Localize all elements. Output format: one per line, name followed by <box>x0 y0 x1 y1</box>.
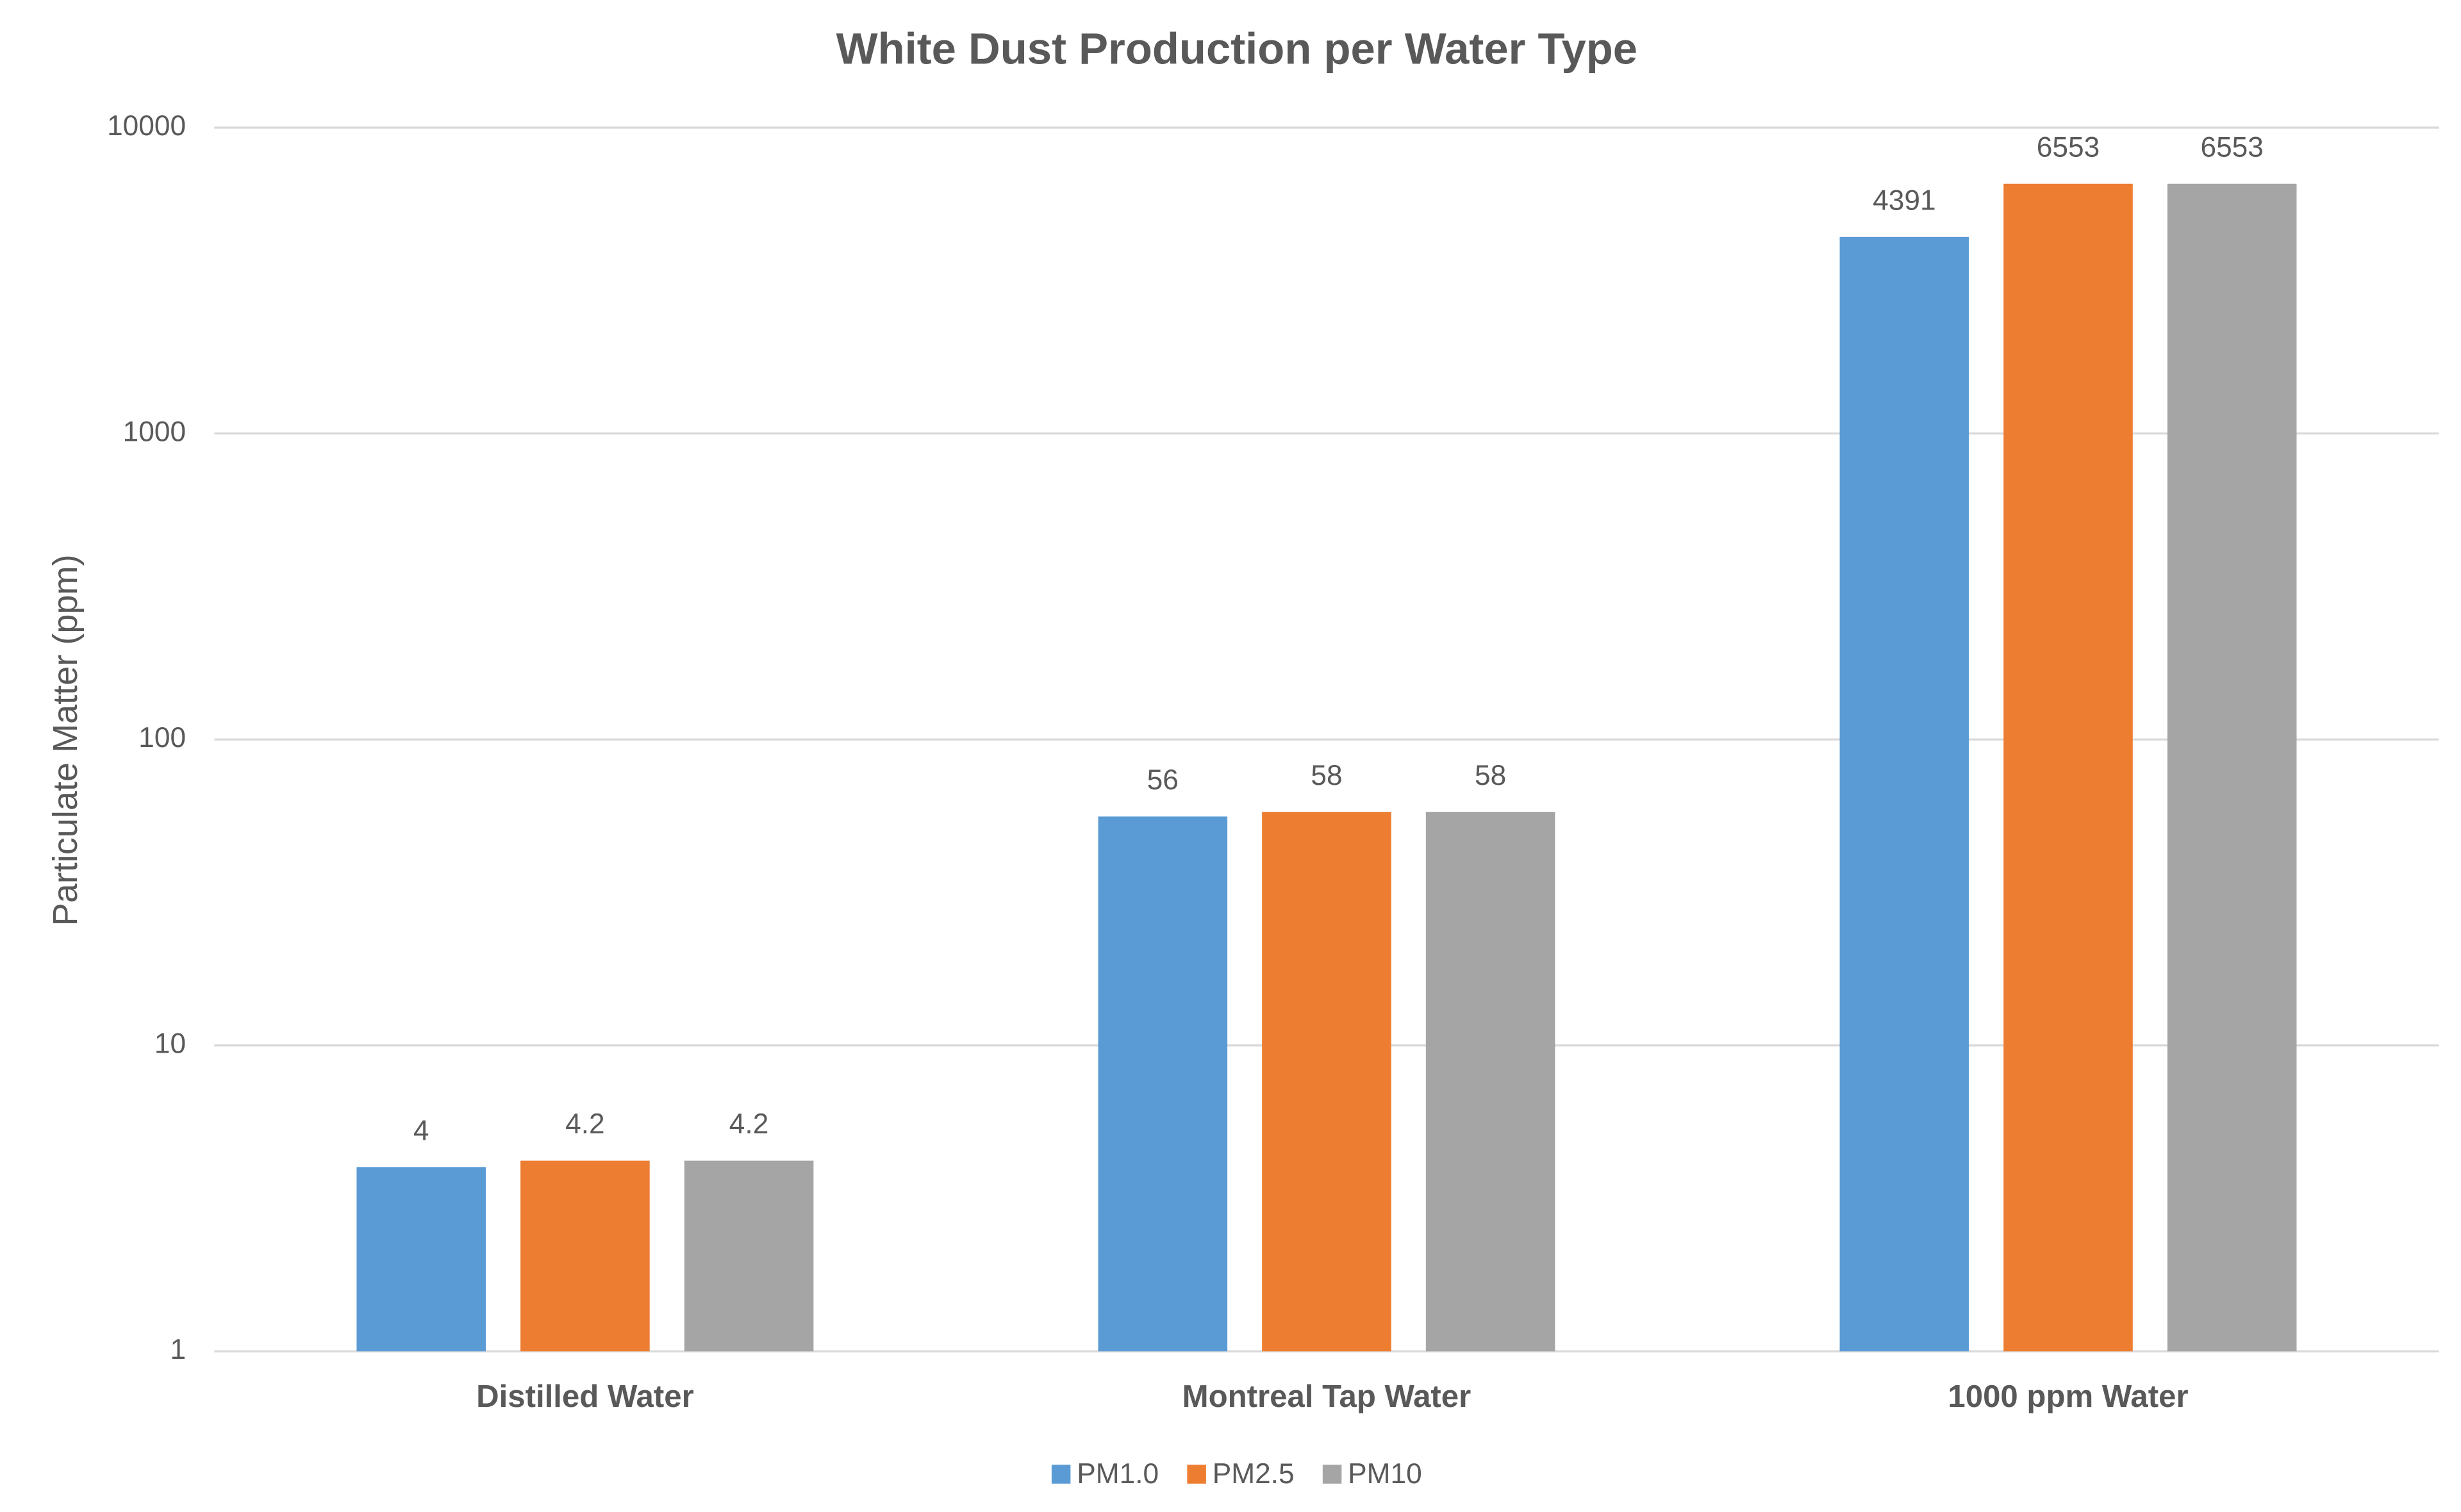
value-label: 56 <box>1147 764 1179 796</box>
x-tick-label: Distilled Water <box>476 1379 694 1414</box>
value-label: 4.2 <box>729 1108 769 1140</box>
legend-label: PM1.0 <box>1077 1458 1159 1490</box>
x-tick-label: 1000 ppm Water <box>1948 1379 2188 1414</box>
y-axis-title: Particulate Matter (ppm) <box>46 554 85 926</box>
bar <box>520 1160 650 1352</box>
y-tick-label: 100 <box>138 722 186 753</box>
y-tick-label: 1 <box>170 1334 186 1365</box>
value-label: 4.2 <box>565 1108 605 1140</box>
bar <box>1262 812 1391 1352</box>
value-label: 4 <box>413 1115 429 1146</box>
legend-swatch <box>1322 1465 1342 1484</box>
value-label: 4391 <box>1873 185 1935 216</box>
chart-title: White Dust Production per Water Type <box>836 24 1637 73</box>
x-tick-label: Montreal Tap Water <box>1182 1379 1471 1414</box>
value-label: 6553 <box>2037 131 2100 163</box>
legend-swatch <box>1051 1465 1071 1484</box>
bar <box>2003 183 2133 1352</box>
bar <box>1425 812 1555 1352</box>
value-label: 6553 <box>2200 131 2263 163</box>
bar <box>2167 183 2297 1352</box>
y-tick-label: 1000 <box>123 416 186 447</box>
legend-label: PM2.5 <box>1213 1458 1295 1490</box>
value-label: 58 <box>1311 760 1342 791</box>
value-label: 58 <box>1475 760 1506 791</box>
bar <box>1839 236 1969 1352</box>
bar <box>1098 816 1228 1352</box>
legend-label: PM10 <box>1348 1458 1422 1490</box>
legend-swatch <box>1187 1465 1206 1484</box>
y-tick-label: 10000 <box>107 110 186 142</box>
y-tick-label: 10 <box>154 1028 186 1059</box>
bar <box>356 1167 486 1352</box>
bar <box>684 1160 814 1352</box>
